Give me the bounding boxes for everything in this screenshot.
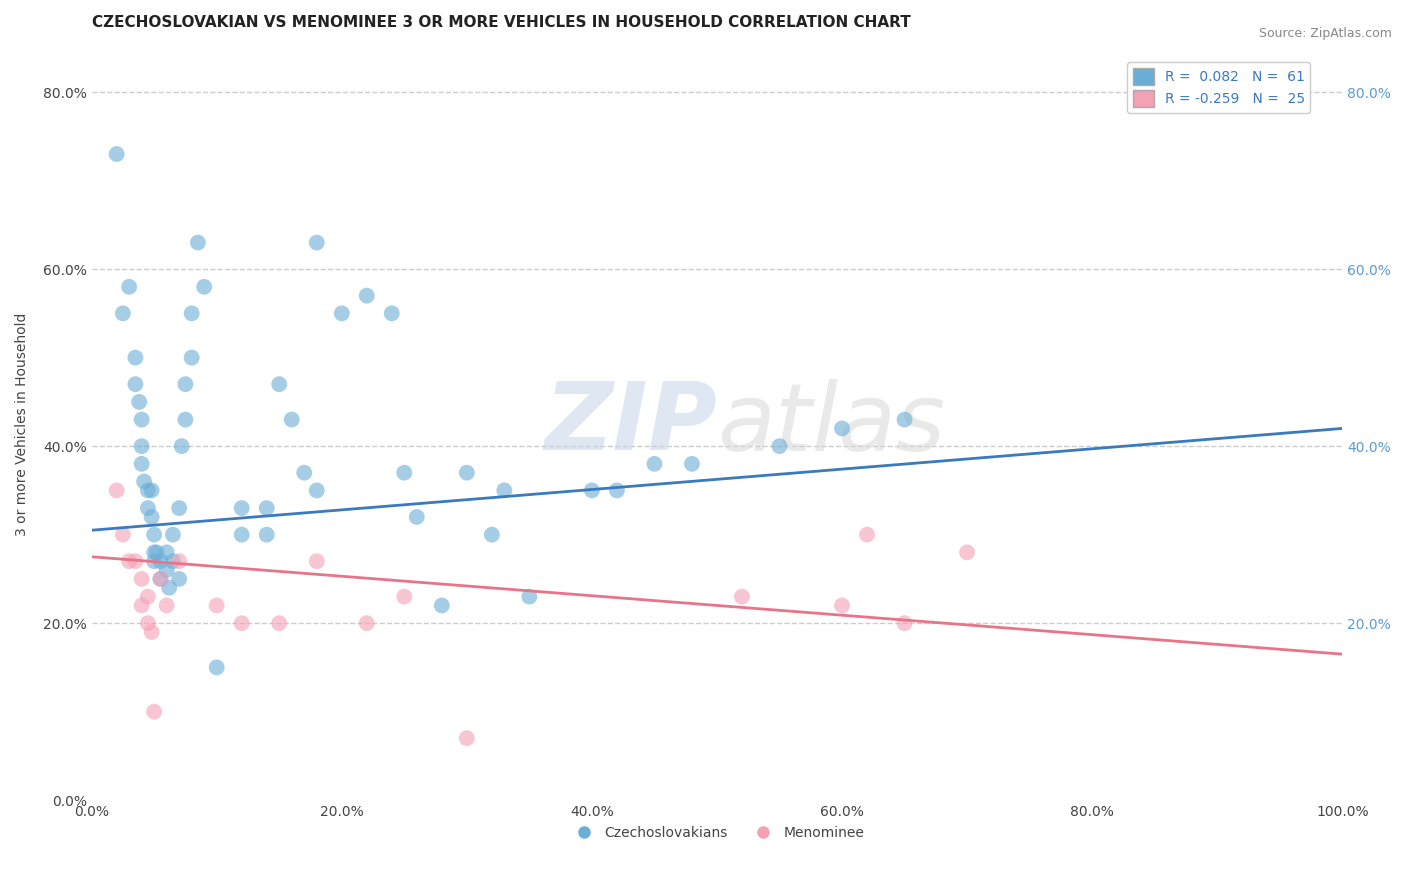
Point xyxy=(768,439,790,453)
Point xyxy=(143,545,166,559)
Point xyxy=(269,377,291,392)
Point xyxy=(187,235,209,250)
Point xyxy=(856,527,879,541)
Point xyxy=(180,351,202,365)
Point xyxy=(134,475,156,489)
Point xyxy=(356,616,378,631)
Point xyxy=(131,457,153,471)
Text: CZECHOSLOVAKIAN VS MENOMINEE 3 OR MORE VEHICLES IN HOUSEHOLD CORRELATION CHART: CZECHOSLOVAKIAN VS MENOMINEE 3 OR MORE V… xyxy=(91,15,910,30)
Point xyxy=(256,527,278,541)
Point xyxy=(105,147,128,161)
Point xyxy=(193,280,215,294)
Point xyxy=(831,421,853,435)
Point xyxy=(292,466,315,480)
Point xyxy=(149,554,172,568)
Point xyxy=(170,439,193,453)
Point xyxy=(643,457,665,471)
Point xyxy=(394,590,416,604)
Point xyxy=(131,599,153,613)
Point xyxy=(157,581,180,595)
Point xyxy=(174,412,197,426)
Point xyxy=(105,483,128,498)
Point xyxy=(330,306,353,320)
Point xyxy=(606,483,628,498)
Point xyxy=(143,527,166,541)
Point xyxy=(167,501,190,516)
Point xyxy=(145,545,167,559)
Point xyxy=(143,705,166,719)
Text: ZIP: ZIP xyxy=(544,378,717,470)
Point xyxy=(118,554,141,568)
Point xyxy=(162,554,184,568)
Point xyxy=(136,616,159,631)
Point xyxy=(231,501,253,516)
Point xyxy=(256,501,278,516)
Point xyxy=(136,483,159,498)
Point xyxy=(156,545,179,559)
Point xyxy=(893,412,915,426)
Point xyxy=(231,527,253,541)
Point xyxy=(731,590,754,604)
Point xyxy=(167,554,190,568)
Point xyxy=(517,590,540,604)
Point xyxy=(205,599,228,613)
Point xyxy=(231,616,253,631)
Legend: Czechoslovakians, Menominee: Czechoslovakians, Menominee xyxy=(564,821,870,846)
Point xyxy=(111,527,134,541)
Point xyxy=(280,412,302,426)
Text: atlas: atlas xyxy=(717,378,945,469)
Point xyxy=(124,554,146,568)
Point xyxy=(118,280,141,294)
Point xyxy=(149,572,172,586)
Point xyxy=(131,439,153,453)
Point xyxy=(381,306,404,320)
Y-axis label: 3 or more Vehicles in Household: 3 or more Vehicles in Household xyxy=(15,312,30,536)
Point xyxy=(141,483,163,498)
Point xyxy=(494,483,516,498)
Point xyxy=(128,395,150,409)
Point xyxy=(305,235,328,250)
Point xyxy=(405,510,427,524)
Point xyxy=(305,554,328,568)
Point xyxy=(156,563,179,577)
Point xyxy=(156,599,179,613)
Point xyxy=(356,288,378,302)
Point xyxy=(430,599,453,613)
Point xyxy=(111,306,134,320)
Point xyxy=(149,572,172,586)
Point xyxy=(205,660,228,674)
Point xyxy=(141,625,163,640)
Point xyxy=(174,377,197,392)
Point xyxy=(681,457,703,471)
Point xyxy=(136,501,159,516)
Point xyxy=(124,351,146,365)
Point xyxy=(481,527,503,541)
Point xyxy=(141,510,163,524)
Point xyxy=(143,554,166,568)
Text: Source: ZipAtlas.com: Source: ZipAtlas.com xyxy=(1258,27,1392,40)
Point xyxy=(893,616,915,631)
Point xyxy=(269,616,291,631)
Point xyxy=(456,466,478,480)
Point xyxy=(136,590,159,604)
Point xyxy=(394,466,416,480)
Point xyxy=(167,572,190,586)
Point xyxy=(180,306,202,320)
Point xyxy=(131,572,153,586)
Point xyxy=(581,483,603,498)
Point xyxy=(162,527,184,541)
Point xyxy=(124,377,146,392)
Point xyxy=(456,731,478,746)
Point xyxy=(131,412,153,426)
Point xyxy=(956,545,979,559)
Point xyxy=(305,483,328,498)
Point xyxy=(831,599,853,613)
